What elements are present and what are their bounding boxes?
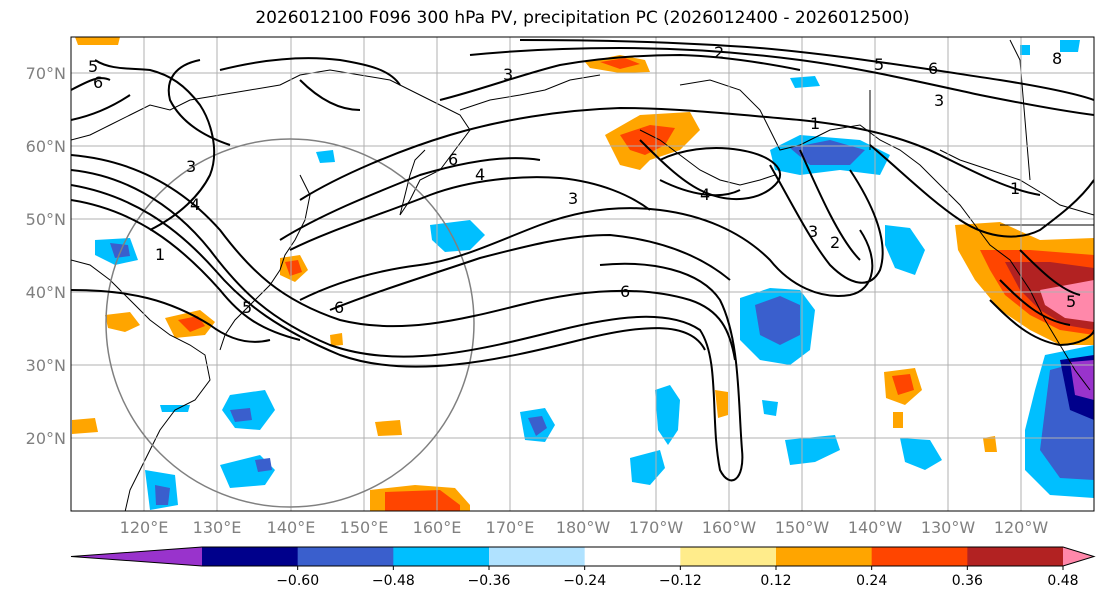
lon-label: 130°W xyxy=(921,518,976,537)
contour-label: 4 xyxy=(475,165,485,184)
colorbar-segment xyxy=(297,547,394,566)
colorbar-tick-label: −0.48 xyxy=(372,573,415,589)
contour-label: 1 xyxy=(155,245,165,264)
contour-label: 4 xyxy=(700,185,710,204)
lon-label: 170°W xyxy=(629,518,684,537)
lon-label: 140°E xyxy=(267,518,316,537)
lon-label: 130°E xyxy=(193,518,242,537)
colorbar-extend-min xyxy=(71,547,202,566)
colorbar-tick-label: −0.60 xyxy=(276,573,319,589)
colorbar-tick-label: −0.12 xyxy=(659,573,702,589)
lon-label: 140°W xyxy=(848,518,903,537)
colorbar-segment xyxy=(489,547,586,566)
contour-label: 5 xyxy=(242,298,252,317)
lon-label: 150°E xyxy=(340,518,389,537)
colorbar-segment xyxy=(202,547,299,566)
contour-label: 6 xyxy=(928,59,938,78)
contour-labels: 5 6 3 4 1 5 6 3 2 1 3 4 6 6 3 2 5 6 8 3 … xyxy=(88,43,1076,317)
lon-label: 160°W xyxy=(702,518,757,537)
colorbar-segment xyxy=(776,547,873,566)
map-frame xyxy=(70,36,1095,512)
map-title: 2026012100 F096 300 hPa PV, precipitatio… xyxy=(255,8,910,28)
lat-label: 30°N xyxy=(26,356,66,375)
lat-label: 50°N xyxy=(26,210,66,229)
colorbar-tick-label: −0.24 xyxy=(563,573,606,589)
contour-label: 3 xyxy=(568,189,578,208)
colorbar-segment xyxy=(967,547,1064,566)
lon-label: 120°E xyxy=(120,518,169,537)
colorbar-segment xyxy=(871,547,968,566)
contour-label: 6 xyxy=(620,282,630,301)
latitude-labels: 70°N 60°N 50°N 40°N 30°N 20°N xyxy=(26,64,66,448)
contour-label: 1 xyxy=(810,114,820,133)
contour-label: 2 xyxy=(830,233,840,252)
contour-label: 3 xyxy=(808,222,818,241)
contour-label: 5 xyxy=(1066,292,1076,311)
colorbar-extend-max xyxy=(1063,547,1094,566)
colorbar-outline xyxy=(70,546,1096,567)
pv-contours xyxy=(71,39,1094,482)
colorbar-tick-label: 0.12 xyxy=(760,573,791,589)
lat-label: 40°N xyxy=(26,283,66,302)
contour-label: 6 xyxy=(93,73,103,92)
contour-label: 2 xyxy=(714,43,724,62)
contour-label: 6 xyxy=(334,298,344,317)
lon-label: 170°E xyxy=(486,518,535,537)
colorbar: −0.60 −0.48 −0.36 −0.24 −0.12 0.12 0.24 0.36 0.4… xyxy=(70,546,1096,589)
contour-label: 6 xyxy=(448,150,458,169)
lon-label: 180°W xyxy=(556,518,611,537)
contour-label: 3 xyxy=(503,65,513,84)
colorbar-segment xyxy=(584,547,681,566)
contour-label: 5 xyxy=(88,57,98,76)
colorbar-tick-label: −0.36 xyxy=(468,573,511,589)
lon-label: 120°W xyxy=(994,518,1049,537)
lon-label: 160°E xyxy=(413,518,462,537)
contour-label: 8 xyxy=(1052,49,1062,68)
lat-label: 70°N xyxy=(26,64,66,83)
longitude-labels: 120°E 130°E 140°E 150°E 160°E 170°E 180°… xyxy=(120,518,1049,537)
colorbar-tick-label: 0.24 xyxy=(856,573,887,589)
lat-label: 20°N xyxy=(26,429,66,448)
lat-label: 60°N xyxy=(26,137,66,156)
colorbar-segment xyxy=(393,547,490,566)
contour-label: 4 xyxy=(190,195,200,214)
contour-label: 3 xyxy=(186,157,196,176)
contour-label: 3 xyxy=(934,91,944,110)
contour-label: 1 xyxy=(1010,179,1020,198)
colorbar-segment xyxy=(680,547,777,566)
lon-label: 150°W xyxy=(775,518,830,537)
coastlines xyxy=(71,39,1094,511)
colorbar-tick-label: 0.48 xyxy=(1047,573,1078,589)
radius-circle xyxy=(105,138,475,508)
contour-label: 5 xyxy=(874,55,884,74)
colorbar-tick-label: 0.36 xyxy=(952,573,983,589)
